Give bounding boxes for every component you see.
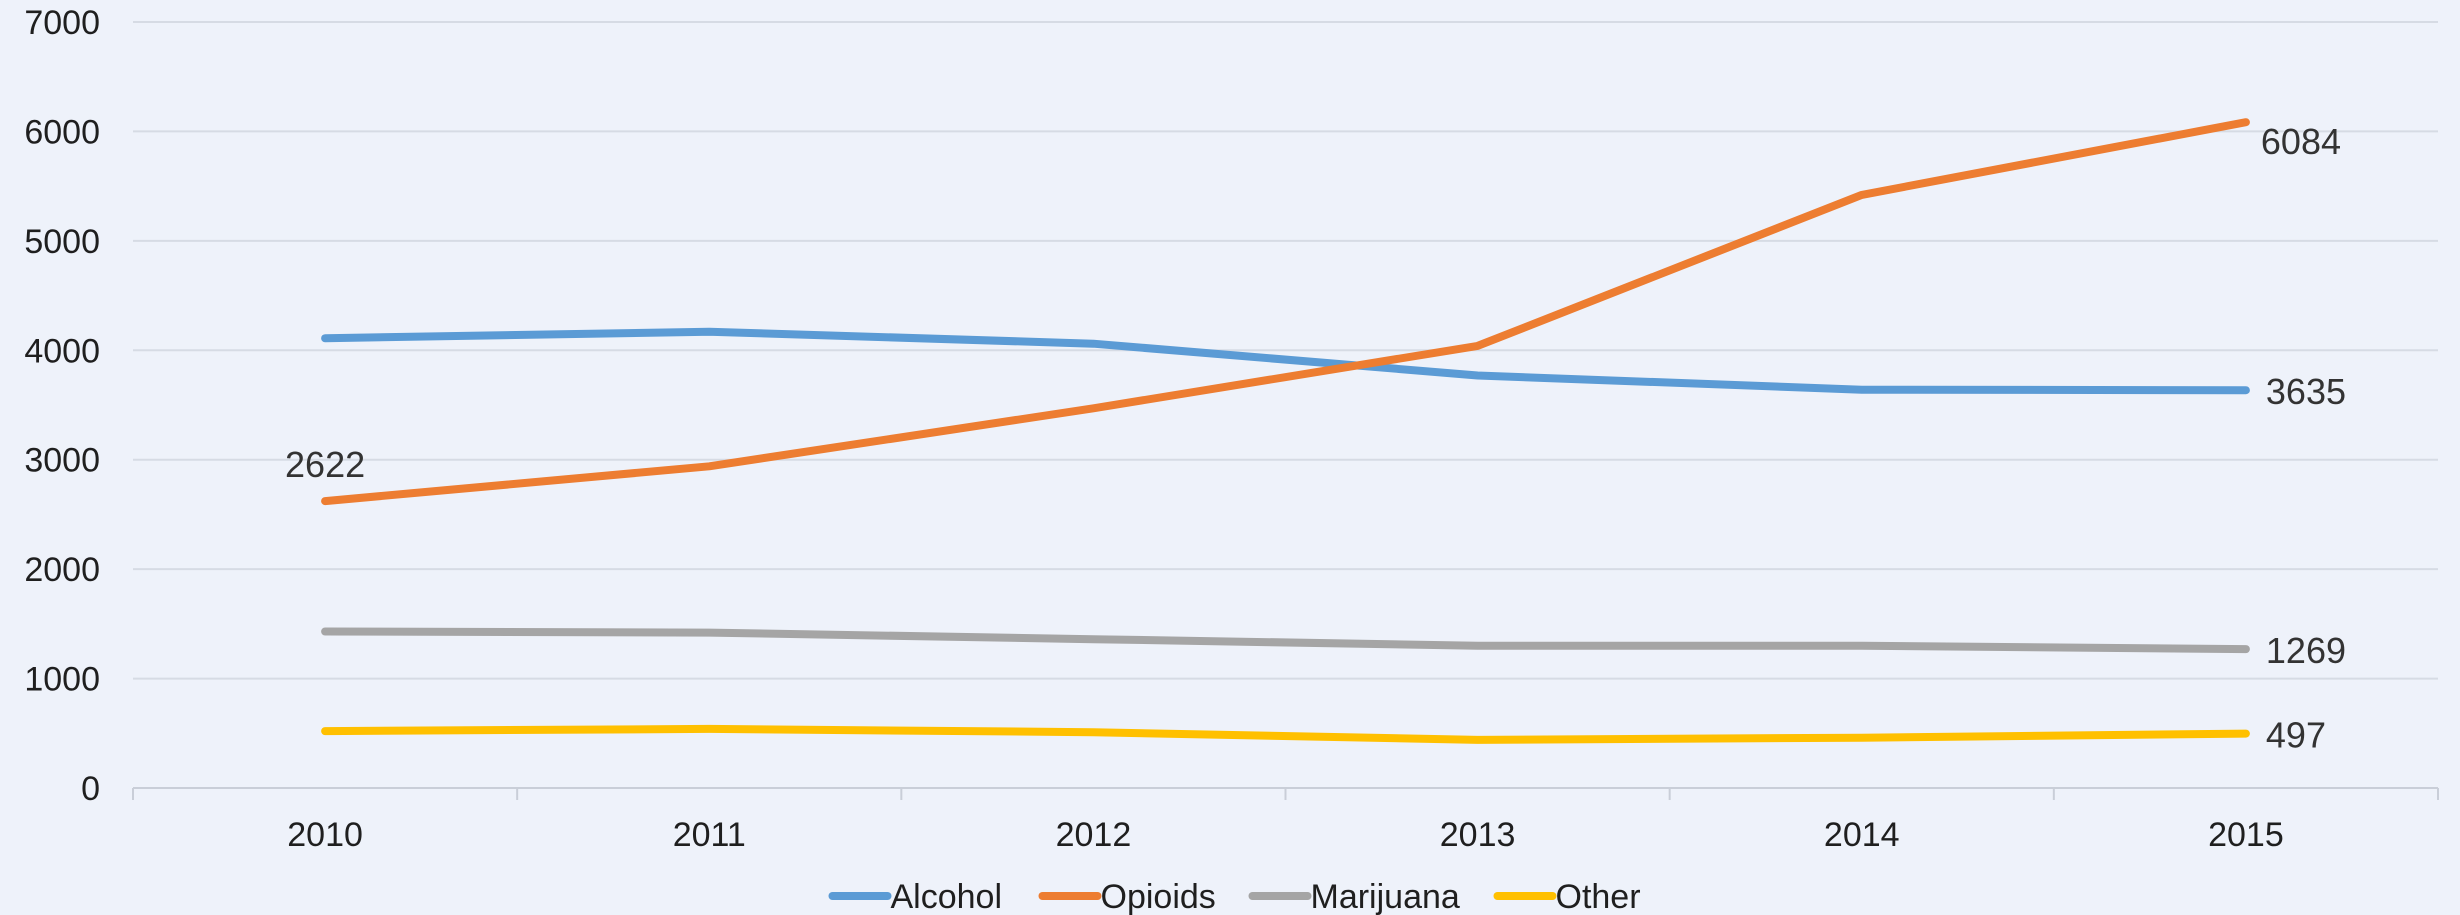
y-tick-label: 3000: [24, 442, 100, 480]
legend-label: Alcohol: [891, 878, 1003, 915]
x-tick-label: 2012: [1056, 816, 1132, 854]
gridlines: [133, 21, 2438, 680]
series-line-opioids: [321, 118, 2250, 506]
data-label: 3635: [2266, 371, 2346, 412]
y-tick-label: 2000: [24, 551, 100, 589]
y-tick-label: 7000: [24, 4, 100, 42]
legend: Alcohol Opioids Marijuana Other: [828, 878, 1641, 915]
series-line-other: [321, 724, 2250, 744]
legend-label: Opioids: [1101, 878, 1216, 915]
series-line-marijuana: [321, 627, 2250, 654]
x-tick-label: 2013: [1440, 816, 1516, 854]
x-tick-label: 2014: [1824, 816, 1900, 854]
y-tick-label: 5000: [24, 223, 100, 261]
series-lines: [321, 118, 2250, 744]
data-label: 6084: [2261, 121, 2341, 162]
y-tick-label: 0: [81, 770, 100, 808]
data-label: 1269: [2266, 630, 2346, 671]
x-tick-label: 2011: [673, 816, 746, 854]
data-label: 2622: [285, 444, 365, 485]
data-label: 497: [2266, 715, 2326, 756]
x-tick-label: 2015: [2208, 816, 2284, 854]
y-tick-label: 6000: [24, 113, 100, 151]
y-tick-label: 1000: [24, 661, 100, 699]
x-tick-label: 2010: [287, 816, 363, 854]
legend-label: Other: [1556, 878, 1641, 915]
legend-label: Marijuana: [1311, 878, 1460, 915]
data-labels: 3635 2622 6084 1269 497: [285, 121, 2346, 755]
y-tick-label: 4000: [24, 332, 100, 370]
series-line-alcohol: [321, 327, 2250, 395]
axes: 0 1000 2000 3000 4000 5000 6000 7000 2010 2011 201…: [24, 4, 2439, 854]
